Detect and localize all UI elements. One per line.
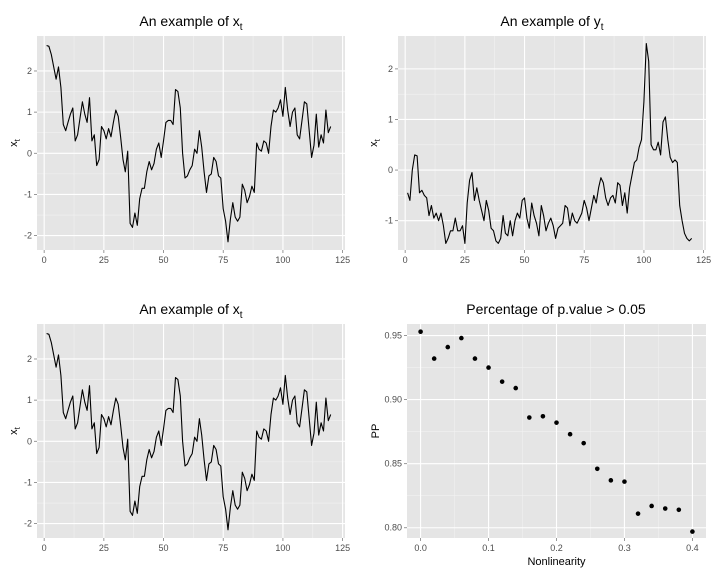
x-tick-label: 0.2 bbox=[550, 543, 563, 553]
x-tick-label: 0 bbox=[42, 255, 47, 265]
data-point bbox=[499, 379, 505, 384]
x-tick-label: 50 bbox=[520, 255, 530, 265]
y-axis-label: xt bbox=[368, 138, 382, 147]
data-point bbox=[690, 529, 695, 534]
x-tick-label: 100 bbox=[636, 255, 651, 265]
y-tick-label: 1 bbox=[27, 107, 32, 117]
data-point bbox=[662, 506, 668, 511]
plot-background bbox=[398, 36, 706, 250]
data-point bbox=[472, 356, 478, 361]
y-tick-label: 2 bbox=[27, 66, 32, 76]
x-tick-label: 125 bbox=[335, 543, 350, 553]
chart-panel-top-right: 0 25 50 75 100 125 -1 0 1 2 An example of yt xt bbox=[368, 13, 711, 265]
series-line bbox=[46, 332, 332, 531]
y-tick-label: 0.80 bbox=[384, 523, 402, 533]
x-tick-label: 0 bbox=[42, 543, 47, 553]
y-tick-label: 0 bbox=[27, 436, 32, 446]
data-point bbox=[513, 385, 519, 391]
x-axis-label: Nonlinearity bbox=[527, 556, 586, 568]
data-point bbox=[581, 440, 586, 446]
y-tick-label: 2 bbox=[27, 354, 32, 364]
y-tick-label: 2 bbox=[388, 64, 393, 74]
chart-title: An example of xt bbox=[139, 13, 242, 33]
x-tick-label: 0.4 bbox=[686, 543, 699, 553]
data-point bbox=[459, 335, 464, 341]
plot-background bbox=[37, 36, 345, 250]
y-tick-label: -1 bbox=[385, 216, 393, 226]
data-point bbox=[567, 431, 573, 437]
x-tick-label: 25 bbox=[99, 543, 109, 553]
y-tick-label: 0 bbox=[27, 148, 32, 158]
x-tick-label: 75 bbox=[579, 255, 589, 265]
chart-title: An example of xt bbox=[139, 301, 242, 321]
x-tick-label: 75 bbox=[218, 543, 228, 553]
data-point bbox=[594, 466, 600, 472]
data-point bbox=[608, 478, 614, 483]
y-tick-label: 1 bbox=[27, 395, 32, 405]
data-point bbox=[554, 420, 559, 425]
chart-title: An example of yt bbox=[500, 13, 603, 33]
x-tick-label: 75 bbox=[218, 255, 228, 265]
series-line bbox=[46, 44, 332, 243]
x-tick-label: 100 bbox=[275, 255, 290, 265]
chart-title: Percentage of p.value > 0.05 bbox=[466, 301, 646, 317]
x-tick-label: 0.3 bbox=[618, 543, 631, 553]
y-tick-label: 1 bbox=[388, 114, 393, 124]
x-tick-label: 0.1 bbox=[482, 543, 495, 553]
x-tick-label: 125 bbox=[335, 255, 350, 265]
y-axis-label: xt bbox=[8, 138, 22, 147]
y-axis-label: xt bbox=[8, 426, 22, 435]
plot-background bbox=[37, 324, 345, 538]
y-tick-label: -2 bbox=[24, 231, 32, 241]
data-point bbox=[418, 329, 423, 334]
y-tick-label: 0 bbox=[388, 165, 393, 175]
data-point bbox=[527, 415, 532, 420]
chart-panel-top-left: 0 25 50 75 100 125 -2 -1 0 1 2 An example of xt xt bbox=[8, 13, 350, 265]
x-tick-label: 25 bbox=[460, 255, 470, 265]
x-tick-label: 100 bbox=[275, 543, 290, 553]
x-tick-label: 25 bbox=[99, 255, 109, 265]
data-point bbox=[445, 344, 451, 350]
x-tick-label: 0 bbox=[403, 255, 408, 265]
y-tick-label: 0.95 bbox=[384, 331, 402, 341]
x-tick-label: 50 bbox=[159, 255, 169, 265]
y-tick-label: -1 bbox=[24, 477, 32, 487]
data-point bbox=[622, 479, 627, 484]
data-point bbox=[649, 503, 654, 509]
y-tick-label: 0.85 bbox=[384, 459, 402, 469]
chart-panel-bottom-left: 0 25 50 75 100 125 -2 -1 0 1 2 An example of xt xt bbox=[8, 301, 350, 553]
x-tick-label: 50 bbox=[159, 543, 169, 553]
x-tick-label: 125 bbox=[696, 255, 711, 265]
y-axis-label: PP bbox=[370, 424, 382, 439]
data-point bbox=[431, 356, 437, 361]
data-point bbox=[540, 413, 546, 419]
data-point bbox=[486, 365, 491, 370]
series-line bbox=[407, 43, 693, 244]
data-point bbox=[635, 511, 641, 516]
x-tick-label: 0.0 bbox=[414, 543, 427, 553]
y-tick-label: -1 bbox=[24, 189, 32, 199]
y-tick-label: -2 bbox=[24, 519, 32, 529]
data-point bbox=[676, 507, 682, 513]
y-tick-label: 0.90 bbox=[384, 395, 402, 405]
chart-panel-bottom-right: 0.0 0.1 0.2 0.3 0.4 0.80 0.85 0.90 0.95 Percentag… bbox=[370, 301, 706, 568]
